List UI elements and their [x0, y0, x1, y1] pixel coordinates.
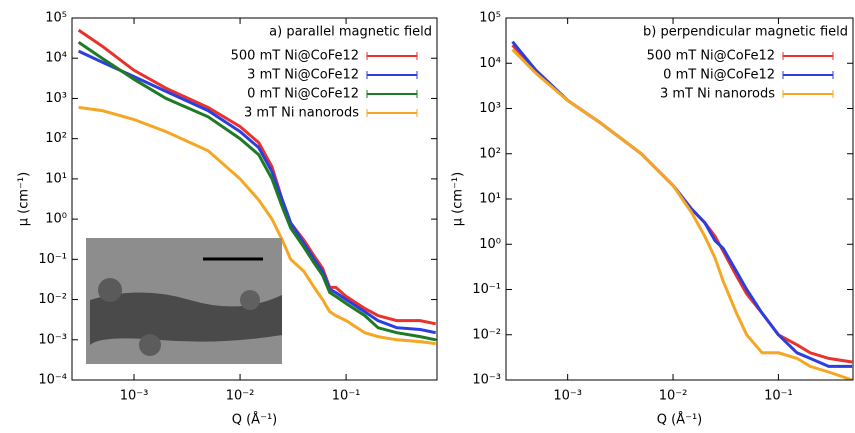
y-tick-label: 10⁻² — [472, 327, 501, 342]
y-tick-label: 10¹ — [479, 192, 501, 207]
y-tick-label: 10⁻¹ — [472, 282, 501, 297]
y-tick-label: 10⁻³ — [472, 373, 501, 388]
series-line — [77, 40, 437, 342]
x-tick-label: 10⁻² — [659, 389, 688, 404]
legend-label: 3 mT Ni@CoFe12 — [247, 68, 359, 83]
series-line — [511, 48, 853, 380]
y-tick-label: 10⁻³ — [38, 332, 67, 347]
y-tick-label: 10⁴ — [45, 51, 67, 66]
legend-label: 0 mT Ni@CoFe12 — [247, 87, 359, 102]
chart-title: b) perpendicular magnetic field — [643, 25, 848, 40]
x-axis-label: Q (Å⁻¹) — [657, 412, 702, 428]
y-tick-label: 10² — [45, 131, 67, 146]
y-tick-label: 10¹ — [45, 171, 67, 186]
y-tick-label: 10⁰ — [479, 237, 501, 252]
y-tick-label: 10⁵ — [479, 11, 501, 26]
series-line — [77, 49, 437, 335]
inset-particle — [240, 290, 260, 310]
plot-frame — [71, 17, 438, 381]
plot-frame — [505, 17, 854, 381]
series-line — [78, 105, 436, 346]
y-tick-label: 10⁻² — [38, 292, 67, 307]
x-tick-label: 10⁻¹ — [332, 389, 361, 404]
legend-label: 500 mT Ni@CoFe12 — [231, 49, 359, 64]
legend-label: 500 mT Ni@CoFe12 — [647, 49, 775, 64]
y-tick-label: 10³ — [479, 101, 501, 116]
x-tick-label: 10⁻³ — [120, 389, 149, 404]
y-axis-label: μ (cm⁻¹) — [17, 172, 32, 226]
x-axis-label: Q (Å⁻¹) — [232, 412, 277, 428]
inset-particle — [139, 334, 161, 356]
y-tick-label: 10⁻⁴ — [38, 373, 67, 388]
legend-label: 3 mT Ni nanorods — [244, 106, 359, 121]
chart-title: a) parallel magnetic field — [269, 25, 432, 40]
y-tick-label: 10⁵ — [45, 11, 67, 26]
y-tick-label: 10² — [479, 146, 501, 161]
y-tick-label: 10⁰ — [45, 212, 67, 227]
x-tick-label: 10⁻¹ — [764, 389, 793, 404]
tem-inset — [86, 238, 282, 364]
series-line — [77, 28, 437, 326]
y-tick-label: 10³ — [45, 91, 67, 106]
legend-label: 0 mT Ni@CoFe12 — [663, 68, 775, 83]
legend-label: 3 mT Ni nanorods — [660, 87, 775, 102]
inset-rod — [90, 292, 282, 345]
inset-particle — [98, 278, 122, 302]
x-tick-label: 10⁻² — [226, 389, 255, 404]
y-tick-label: 10⁻¹ — [38, 252, 67, 267]
y-tick-label: 10⁴ — [479, 56, 501, 71]
x-tick-label: 10⁻³ — [553, 389, 582, 404]
y-axis-label: μ (cm⁻¹) — [451, 172, 466, 226]
